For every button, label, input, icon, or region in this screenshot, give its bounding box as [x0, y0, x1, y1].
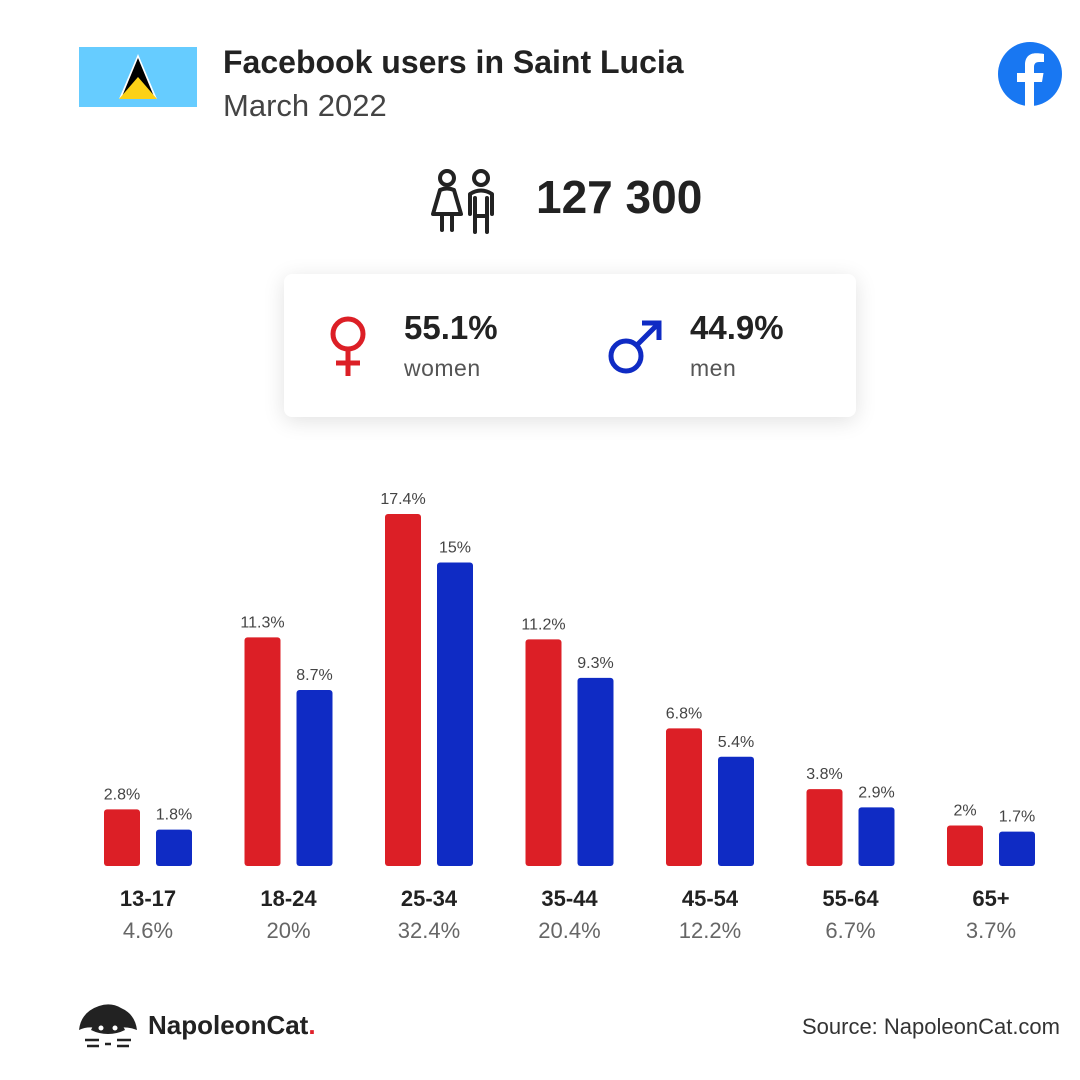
female-icon	[330, 316, 366, 376]
bar-women-45-54	[666, 728, 702, 866]
total-users-value: 127 300	[536, 171, 703, 223]
data-label-men-18-24: 8.7%	[296, 667, 332, 684]
data-label-women-55-64: 3.8%	[806, 766, 842, 783]
age-group-label: 45-54	[682, 886, 739, 911]
saint-lucia-flag	[79, 47, 197, 107]
age-group-total: 32.4%	[398, 918, 460, 943]
data-label-women-35-44: 11.2%	[521, 616, 565, 633]
bar-men-65+	[999, 831, 1035, 866]
bar-men-13-17	[156, 829, 192, 866]
napoleoncat-logo-icon	[79, 1004, 137, 1048]
bar-men-18-24	[296, 690, 333, 866]
men-label: men	[690, 355, 737, 381]
male-icon	[608, 320, 662, 374]
bar-men-55-64	[858, 807, 895, 866]
bar-women-13-17	[104, 809, 140, 866]
age-group-total: 12.2%	[679, 918, 741, 943]
bar-women-35-44	[525, 639, 562, 866]
data-label-women-25-34: 17.4%	[380, 491, 425, 508]
women-percentage: 55.1%	[404, 309, 498, 346]
age-group-label: 65+	[972, 886, 1009, 911]
age-group-label: 13-17	[120, 886, 176, 911]
age-group-total: 20.4%	[538, 918, 600, 943]
age-group-total: 3.7%	[966, 918, 1016, 943]
data-label-women-45-54: 6.8%	[666, 705, 702, 722]
data-label-men-55-64: 2.9%	[858, 784, 894, 801]
bar-women-25-34	[385, 514, 421, 866]
brand-dot: .	[308, 1010, 316, 1040]
page-subtitle: March 2022	[223, 88, 387, 123]
bar-women-55-64	[806, 789, 843, 866]
data-label-men-65+: 1.7%	[999, 809, 1035, 826]
age-group-label: 35-44	[541, 886, 598, 911]
bar-men-25-34	[437, 562, 473, 866]
people-icon	[431, 169, 494, 234]
source-credit: Source: NapoleonCat.com	[801, 1014, 1060, 1039]
data-label-women-65+: 2%	[953, 803, 976, 820]
page-title: Facebook users in Saint Lucia	[223, 44, 684, 80]
data-label-women-18-24: 11.3%	[240, 614, 284, 631]
data-label-men-35-44: 9.3%	[577, 655, 613, 672]
age-gender-bar-chart: 2.8% 1.8% 13-17 4.6% 11.3% 8.7% 18-24 20% 17.4% 1…	[104, 491, 1035, 943]
bar-men-35-44	[577, 677, 614, 866]
age-group-total: 6.7%	[825, 918, 875, 943]
age-group-total: 4.6%	[123, 918, 173, 943]
facebook-icon	[998, 42, 1062, 106]
women-label: women	[404, 355, 481, 381]
brand-name: NapoleonCat	[148, 1010, 309, 1040]
data-label-men-25-34: 15%	[439, 540, 471, 557]
bar-men-45-54	[718, 756, 754, 866]
men-percentage: 44.9%	[690, 309, 784, 346]
gender-split-card	[284, 274, 856, 417]
napoleoncat-brand: NapoleonCat.	[148, 1010, 316, 1041]
data-label-men-45-54: 5.4%	[718, 734, 754, 751]
bar-women-65+	[947, 825, 983, 866]
data-label-women-13-17: 2.8%	[104, 786, 140, 803]
bar-women-18-24	[244, 637, 281, 866]
age-group-label: 18-24	[260, 886, 317, 911]
age-group-total: 20%	[266, 918, 310, 943]
data-label-men-13-17: 1.8%	[156, 807, 192, 824]
age-group-label: 25-34	[401, 886, 458, 911]
age-group-label: 55-64	[822, 886, 879, 911]
